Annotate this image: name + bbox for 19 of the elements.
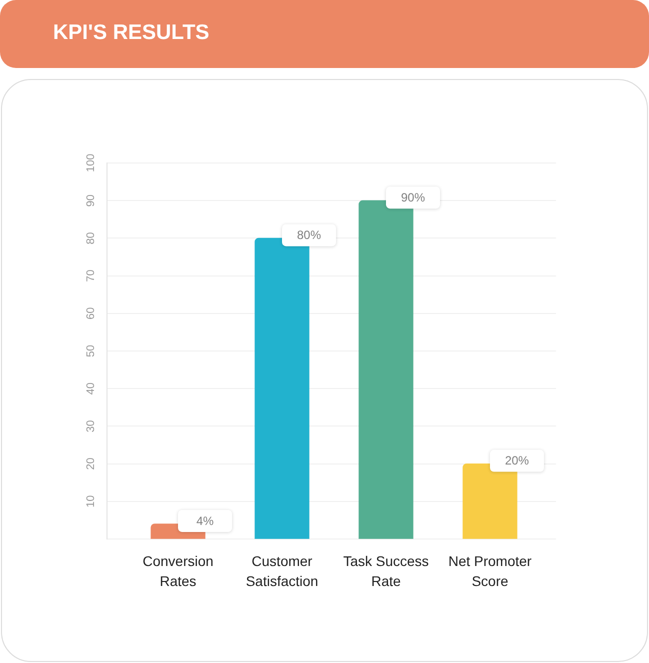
y-tick-label: 50 xyxy=(84,344,97,358)
chart-title: KPI'S RESULTS xyxy=(53,20,210,46)
data-label: 90% xyxy=(400,190,426,204)
y-tick-label: 40 xyxy=(84,382,97,395)
x-tick-label: Net Promoter Score xyxy=(448,552,532,589)
x-tick-label: Task Success Rate xyxy=(343,552,429,589)
y-tick-label: 20 xyxy=(84,458,97,470)
y-tick-label: 100 xyxy=(84,154,97,172)
y-tick-label: 30 xyxy=(84,420,97,432)
x-tick-label: Customer Satisfaction xyxy=(246,552,318,589)
x-tick-label: Conversion Rates xyxy=(142,552,214,589)
data-label: 4% xyxy=(196,514,214,528)
y-tick-label: 60 xyxy=(84,307,97,320)
y-tick-label: 80 xyxy=(84,232,97,244)
data-label: 20% xyxy=(504,454,530,468)
data-label: 80% xyxy=(296,228,322,242)
y-tick-label: 70 xyxy=(84,270,97,282)
y-tick-label: 90 xyxy=(84,194,97,207)
y-tick-label: 10 xyxy=(84,495,97,508)
